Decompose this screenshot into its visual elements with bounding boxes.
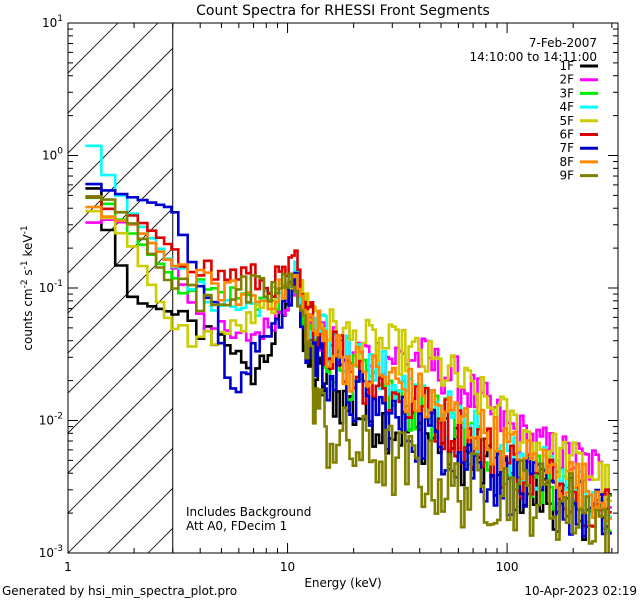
excluded-energy-hatch bbox=[68, 23, 173, 553]
x-tick-label: 1 bbox=[64, 560, 72, 574]
hatch-line bbox=[68, 23, 159, 114]
legend-label-3F: 3F bbox=[559, 86, 574, 100]
chart-title: Count Spectra for RHESSI Front Segments bbox=[196, 3, 490, 19]
legend-label-5F: 5F bbox=[559, 114, 574, 128]
hatch-line bbox=[68, 247, 173, 354]
y-tick-label: 10-2 bbox=[39, 412, 63, 428]
hatch-line bbox=[68, 87, 173, 194]
footer-generated-by: Generated by hsi_min_spectra_plot.pro bbox=[2, 584, 237, 598]
axis-ticks bbox=[67, 23, 618, 554]
hatch-line bbox=[68, 367, 173, 474]
date-label: 7-Feb-2007 bbox=[529, 36, 597, 50]
y-tick-label: 101 bbox=[42, 14, 63, 30]
hatch-line bbox=[68, 447, 173, 553]
x-tick-label: 10 bbox=[280, 560, 295, 574]
x-axis-label: Energy (keV) bbox=[304, 576, 381, 590]
y-tick-label: 10-3 bbox=[39, 544, 63, 560]
y-tick-label: 100 bbox=[42, 147, 63, 163]
legend-label-9F: 9F bbox=[559, 169, 574, 183]
legend-label-4F: 4F bbox=[559, 100, 574, 114]
hatch-line bbox=[68, 47, 173, 154]
y-tick-label: 10-1 bbox=[39, 279, 63, 295]
legend-label-6F: 6F bbox=[559, 128, 574, 142]
footer-timestamp: 10-Apr-2023 02:19 bbox=[524, 584, 637, 598]
series-line-5F bbox=[85, 209, 612, 503]
hatch-line bbox=[68, 207, 173, 314]
series-line-9F bbox=[85, 195, 612, 553]
legend-label-8F: 8F bbox=[559, 155, 574, 169]
annotation-background: Includes Background bbox=[186, 505, 311, 519]
y-axis-label: counts cm-2 s-1 keV-1 bbox=[20, 225, 35, 350]
annotation-attenuator: Att A0, FDecim 1 bbox=[186, 519, 287, 533]
hatch-line bbox=[68, 407, 173, 514]
legend-label-7F: 7F bbox=[559, 141, 574, 155]
legend-label-2F: 2F bbox=[559, 73, 574, 87]
time-range-label: 14:10:00 to 14:11:00 bbox=[470, 50, 597, 64]
x-tick-label: 100 bbox=[496, 560, 519, 574]
legend-label-1F: 1F bbox=[559, 59, 574, 73]
series-layer bbox=[85, 144, 612, 553]
axis-tick-labels: 1 10 100 10-3 10-2 10-1 100 101 bbox=[39, 14, 519, 574]
